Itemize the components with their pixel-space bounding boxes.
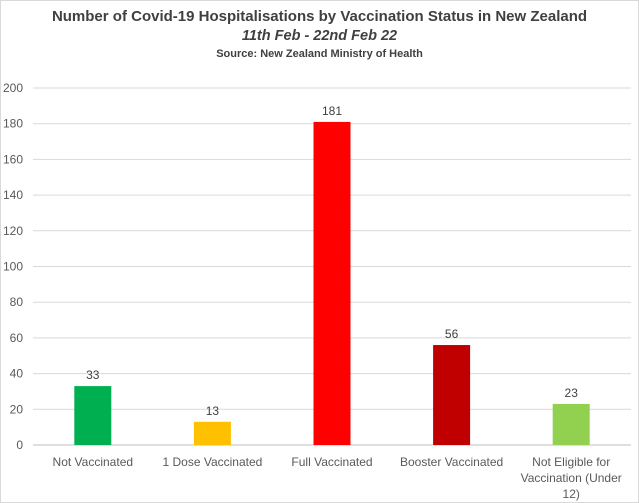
bar-data-label: 13: [206, 404, 220, 418]
chart-title-block: Number of Covid-19 Hospitalisations by V…: [1, 7, 638, 62]
bar-data-label: 181: [322, 104, 342, 118]
y-tick-label: 60: [10, 331, 24, 345]
x-category-label: Not Eligible for: [532, 455, 610, 469]
bar: [433, 345, 471, 445]
y-tick-label: 180: [3, 117, 23, 131]
y-tick-label: 120: [3, 224, 23, 238]
y-tick-label: 100: [3, 260, 23, 274]
bar: [552, 403, 590, 445]
x-category-label: Not Vaccinated: [53, 455, 134, 469]
y-tick-label: 80: [10, 295, 24, 309]
x-category-label: Full Vaccinated: [291, 455, 372, 469]
x-category-label: Vaccination (Under: [521, 471, 622, 485]
y-tick-label: 140: [3, 188, 23, 202]
bar-data-label: 33: [86, 368, 100, 382]
y-tick-label: 160: [3, 152, 23, 166]
chart-subtitle: 11th Feb - 22nd Feb 22: [241, 28, 398, 44]
bar-data-label: 56: [445, 327, 459, 341]
bar: [313, 121, 351, 445]
x-category-label: 12): [563, 487, 580, 501]
y-tick-label: 40: [10, 367, 24, 381]
bar-data-label: 23: [565, 386, 579, 400]
y-tick-label: 20: [10, 402, 24, 416]
y-tick-label: 0: [16, 438, 23, 452]
chart-source: Source: New Zealand Ministry of Health: [216, 48, 423, 60]
x-category-label: Booster Vaccinated: [400, 455, 503, 469]
y-tick-label: 200: [3, 81, 23, 95]
chart-title: Number of Covid-19 Hospitalisations by V…: [51, 8, 588, 25]
bar: [74, 386, 112, 445]
x-category-label: 1 Dose Vaccinated: [162, 455, 262, 469]
bar: [193, 421, 231, 445]
